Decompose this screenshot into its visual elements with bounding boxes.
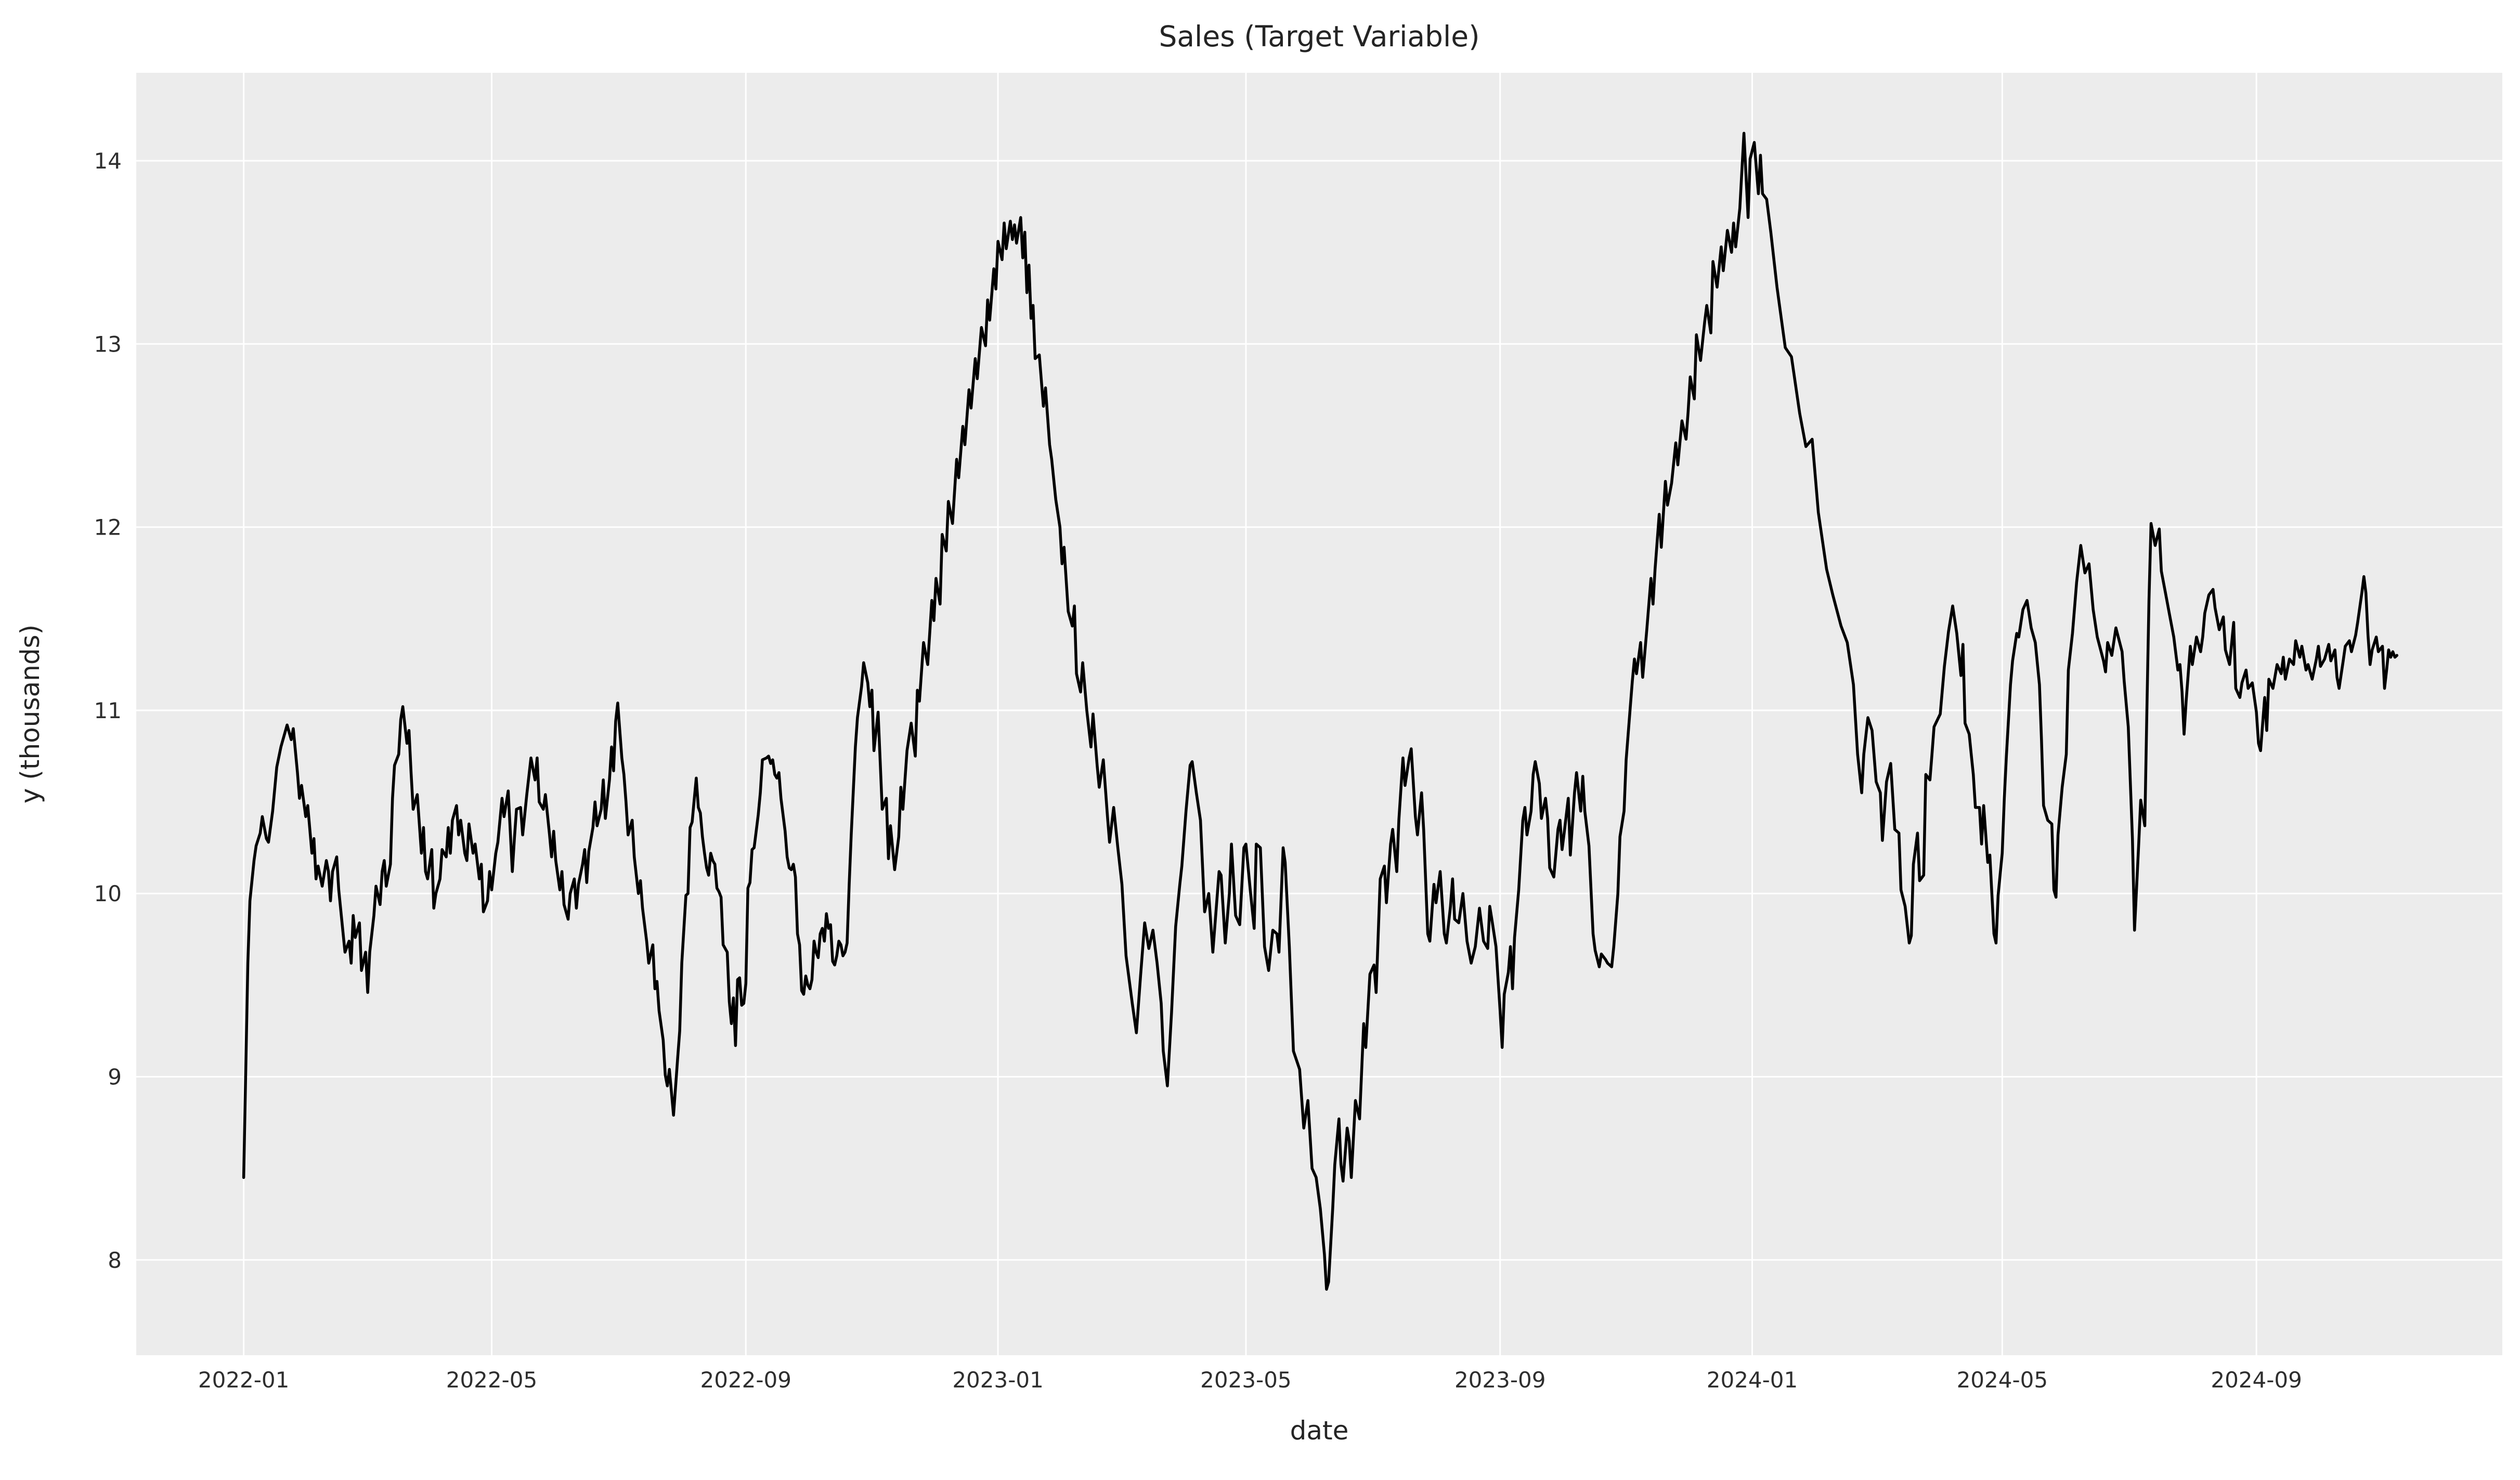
y-tick-label: 11 — [94, 698, 122, 723]
x-axis-label: date — [1290, 1416, 1349, 1446]
x-tick-label: 2023-09 — [1454, 1367, 1546, 1393]
x-tick-label: 2022-09 — [700, 1367, 792, 1393]
y-tick-label: 8 — [108, 1248, 122, 1273]
x-tick-label: 2022-05 — [446, 1367, 538, 1393]
y-tick-label: 10 — [94, 881, 122, 906]
y-tick-label: 13 — [94, 331, 122, 357]
x-tick-label: 2023-01 — [952, 1367, 1044, 1393]
x-tick-label: 2022-01 — [198, 1367, 290, 1393]
x-tick-label: 2023-05 — [1200, 1367, 1292, 1393]
gridlines — [136, 73, 2502, 1355]
chart-title: Sales (Target Variable) — [1159, 20, 1480, 53]
y-axis-label: y (thousands) — [15, 624, 45, 804]
x-tick-label: 2024-09 — [2211, 1367, 2302, 1393]
tick-labels: 2022-01 2022-05 2022-09 2023-01 2023-05 2023-… — [94, 148, 2302, 1393]
x-tick-label: 2024-01 — [1707, 1367, 1798, 1393]
y-tick-label: 14 — [94, 148, 122, 174]
y-tick-label: 12 — [94, 515, 122, 540]
plot-background — [136, 73, 2502, 1355]
x-tick-label: 2024-05 — [1957, 1367, 2048, 1393]
sales-series-line — [242, 132, 2399, 1291]
y-tick-label: 9 — [108, 1064, 122, 1090]
